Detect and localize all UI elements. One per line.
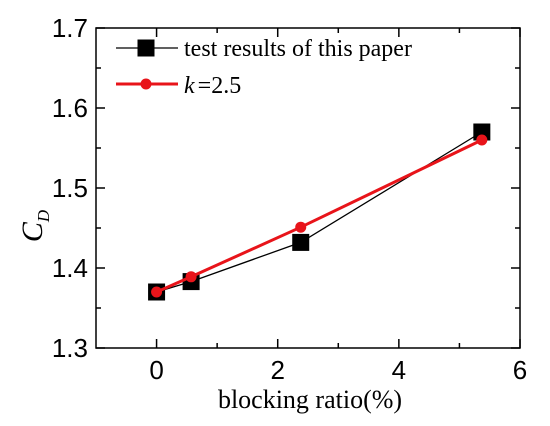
legend-label-test-results: test results of this paper — [184, 36, 412, 62]
x-tick-label: 6 — [513, 355, 527, 385]
y-axis-title: CD — [16, 209, 53, 242]
legend: test results of this paper k =2.5 — [116, 36, 412, 99]
data-point-k — [185, 271, 197, 283]
legend-marker-square — [137, 39, 155, 57]
x-tick-label: 4 — [392, 355, 406, 385]
y-tick-label: 1.5 — [52, 173, 88, 203]
x-tick-label: 0 — [149, 355, 163, 385]
data-point-k — [295, 221, 307, 233]
data-point-k — [476, 134, 488, 146]
y-tick-label: 1.6 — [52, 93, 88, 123]
y-tick-label: 1.3 — [52, 333, 88, 363]
legend-entry-k: k =2.5 — [116, 73, 241, 99]
legend-label-k-value: =2.5 — [198, 73, 242, 99]
y-tick-label: 1.4 — [52, 253, 88, 283]
y-axis-title-sub: D — [34, 209, 53, 223]
y-axis-title-main: C — [16, 221, 49, 242]
legend-label-k-symbol: k — [184, 73, 195, 99]
data-point-k — [151, 286, 163, 298]
series-line-test-results — [156, 131, 483, 293]
data-point-test-results — [292, 233, 310, 251]
series-line-k — [155, 138, 483, 294]
legend-marker-circle — [140, 78, 152, 90]
x-axis-title: blocking ratio(%) — [218, 385, 402, 414]
x-tick-label: 2 — [270, 355, 284, 385]
y-tick-label: 1.7 — [52, 13, 88, 43]
axis-layer: 0 2 4 6 1.3 1.4 1.5 1.6 1.7 — [52, 13, 527, 385]
plot-layer — [148, 123, 491, 301]
data-point-test-results — [473, 123, 491, 141]
legend-entry-test-results: test results of this paper — [116, 36, 412, 62]
legend-label-k: k =2.5 — [184, 73, 241, 99]
